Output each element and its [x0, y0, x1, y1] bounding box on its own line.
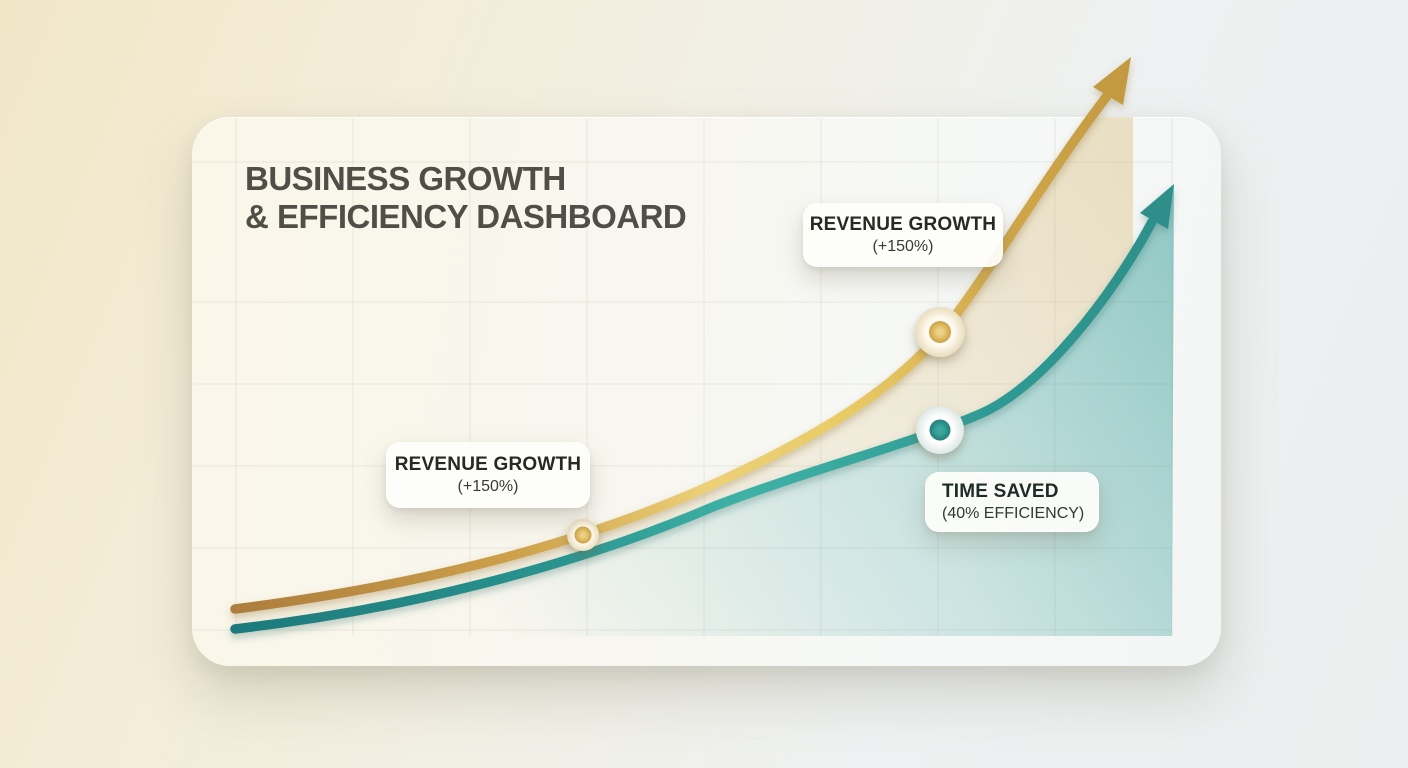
- annotation-time-saved-value: (40% EFFICIENCY): [942, 505, 1085, 522]
- time-saved-marker: [916, 406, 964, 454]
- annotation-revenue-mid-label: REVENUE GROWTH: [394, 454, 582, 475]
- annotation-revenue-top-value: (+150%): [872, 238, 934, 255]
- title-line-2: & EFFICIENCY DASHBOARD: [245, 198, 687, 235]
- title-line-1: BUSINESS GROWTH: [245, 160, 566, 197]
- time-saved-curve: [230, 184, 1174, 634]
- revenue-curve: [230, 57, 1131, 614]
- revenue-arrowhead-icon: [1093, 57, 1131, 105]
- dashboard-title: BUSINESS GROWTH & EFFICIENCY DASHBOARD: [245, 160, 687, 236]
- annotation-time-saved: TIME SAVED (40% EFFICIENCY): [925, 472, 1099, 532]
- revenue-marker-small: [567, 519, 599, 551]
- annotation-revenue-mid-value: (+150%): [457, 478, 519, 495]
- annotation-time-saved-label: TIME SAVED: [942, 481, 1059, 502]
- annotation-revenue-mid: REVENUE GROWTH (+150%): [386, 442, 590, 508]
- annotation-revenue-top-label: REVENUE GROWTH: [809, 214, 997, 235]
- annotation-revenue-top: REVENUE GROWTH (+150%): [803, 203, 1003, 267]
- revenue-marker-large: [915, 307, 965, 357]
- time-saved-arrowhead-icon: [1140, 184, 1174, 229]
